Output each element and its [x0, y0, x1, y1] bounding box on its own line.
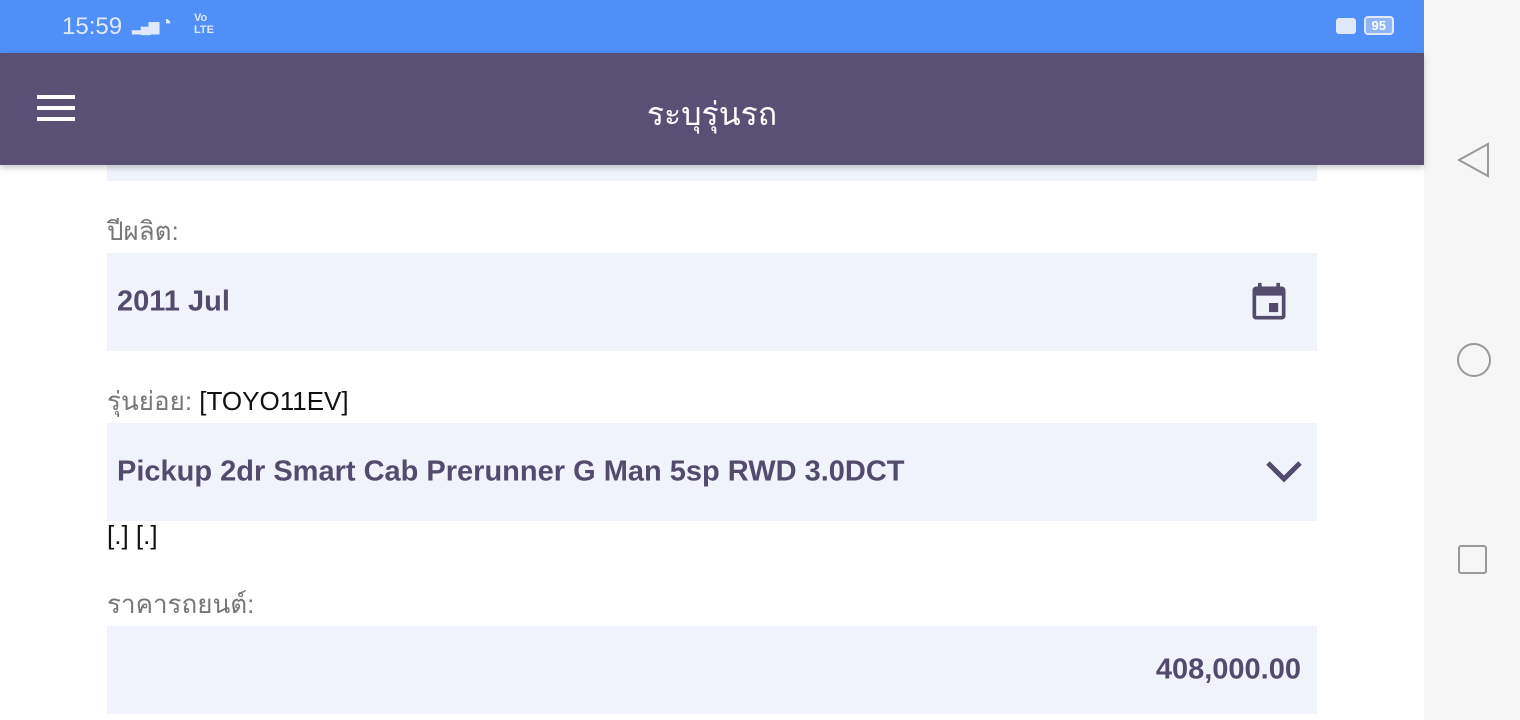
form-content: ปีผลิต: 2011 Jul รุ่นย่อย: [TOYO11EV] Pi… — [0, 165, 1424, 720]
submodel-label-text: รุ่นย่อย: — [107, 386, 193, 416]
submodel-dropdown[interactable]: Pickup 2dr Smart Cab Prerunner G Man 5sp… — [107, 423, 1317, 521]
previous-field — [107, 165, 1317, 181]
recents-icon[interactable] — [1458, 545, 1488, 580]
extra-info: [.] [.] — [107, 520, 158, 550]
volte-icon: Vo LTE — [194, 12, 214, 36]
status-bar: 15:59 ▂▄▆ ◔ Vo LTE 95 — [0, 0, 1424, 53]
wifi-icon: ◔ — [160, 12, 173, 34]
submodel-code: [TOYO11EV] — [199, 386, 349, 416]
submodel-value: Pickup 2dr Smart Cab Prerunner G Man 5sp… — [117, 455, 905, 488]
signal-icon: ▂▄▆ — [132, 18, 159, 34]
battery-icon: 95 — [1363, 16, 1394, 35]
app-bar: ระบุรุ่นรถ — [0, 53, 1424, 165]
page-title: ระบุรุ่นรถ — [646, 96, 778, 132]
system-nav-bar — [1424, 0, 1520, 720]
year-field[interactable]: 2011 Jul — [107, 253, 1317, 351]
calendar-icon[interactable] — [1247, 281, 1291, 325]
price-value: 408,000.00 — [1155, 653, 1301, 686]
year-value: 2011 Jul — [117, 285, 230, 318]
submodel-label: รุ่นย่อย: [TOYO11EV] — [107, 381, 349, 422]
home-icon[interactable] — [1456, 342, 1492, 383]
status-time: 15:59 — [62, 13, 123, 40]
back-icon[interactable] — [1456, 142, 1490, 183]
price-label: ราคารถยนต์: — [107, 589, 255, 619]
price-field[interactable]: 408,000.00 — [107, 626, 1317, 714]
notification-icon — [1335, 17, 1356, 34]
hamburger-menu-icon[interactable] — [37, 95, 75, 121]
chevron-down-icon[interactable] — [1265, 457, 1303, 487]
year-label: ปีผลิต: — [107, 216, 179, 246]
